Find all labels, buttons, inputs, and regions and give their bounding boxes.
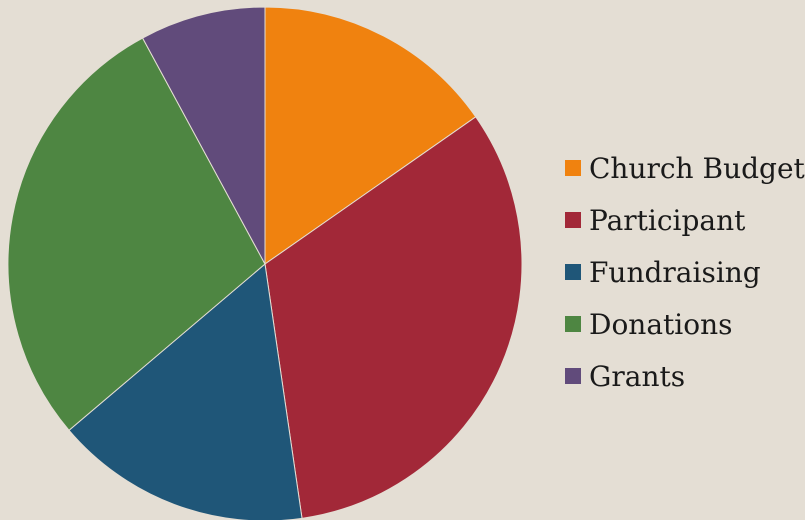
legend-item-church-budget: Church Budget [565,142,805,194]
legend-label-participant: Participant [589,203,746,237]
legend-swatch-fundraising [565,264,581,280]
legend-label-donations: Donations [589,307,733,341]
legend-swatch-donations [565,316,581,332]
legend-swatch-church-budget [565,160,581,176]
legend-item-donations: Donations [565,298,805,350]
pie-slice-church-budget [264,6,477,265]
pie-slice-participant [264,116,523,519]
pie-slice-grants [141,6,266,265]
legend: Church Budget Participant Fundraising Do… [565,142,805,402]
pie-chart [7,6,523,520]
legend-swatch-grants [565,368,581,384]
legend-item-participant: Participant [565,194,805,246]
legend-label-grants: Grants [589,359,686,393]
legend-swatch-participant [565,212,581,228]
legend-item-fundraising: Fundraising [565,246,805,298]
pie-slice-fundraising [68,263,303,520]
legend-item-grants: Grants [565,350,805,402]
legend-label-church-budget: Church Budget [589,151,805,185]
pie-slice-donations [7,37,266,431]
legend-label-fundraising: Fundraising [589,255,761,289]
